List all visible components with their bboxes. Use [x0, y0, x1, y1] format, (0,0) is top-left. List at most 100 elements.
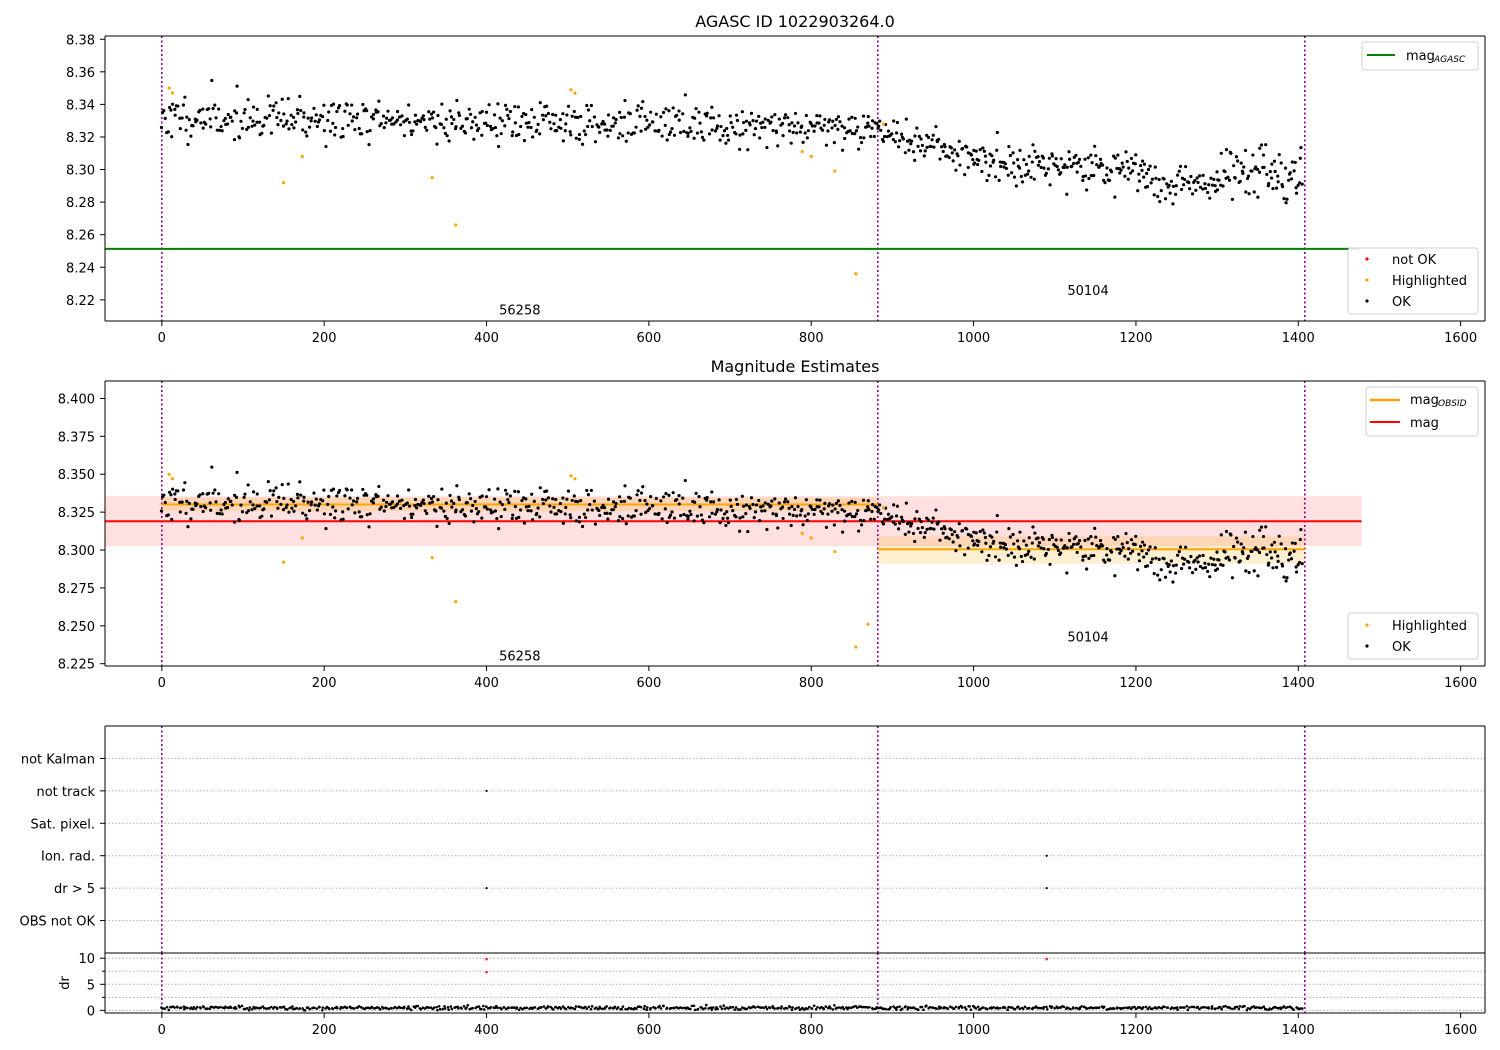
x-tick-label: 600 — [636, 676, 661, 691]
ok-point — [667, 109, 671, 113]
dr-point — [727, 1007, 730, 1010]
dr-point — [807, 1005, 811, 1009]
ok-point — [538, 515, 542, 519]
ok-point — [699, 130, 703, 134]
ok-point — [961, 146, 965, 151]
ok-point — [1036, 536, 1040, 540]
ok-point — [390, 500, 395, 504]
dr-point — [590, 1005, 594, 1008]
ok-point — [436, 498, 440, 502]
ok-point — [1272, 159, 1277, 163]
ok-point — [1236, 540, 1240, 544]
ok-point — [281, 124, 286, 128]
ok-point — [957, 139, 961, 143]
dr-point — [627, 1006, 631, 1010]
ok-point — [1006, 173, 1010, 177]
ok-point — [277, 111, 281, 115]
ok-point — [824, 525, 829, 529]
ok-point — [1004, 166, 1009, 171]
dr-point — [269, 1005, 273, 1009]
ok-point — [455, 98, 459, 103]
ok-point — [513, 504, 517, 509]
ok-point — [343, 109, 347, 113]
ok-point — [763, 125, 767, 129]
ok-point — [930, 138, 934, 142]
plot-area — [105, 78, 1360, 276]
ok-point — [639, 129, 643, 133]
dr-point — [540, 1006, 543, 1009]
dr-point — [179, 1006, 183, 1010]
ok-point — [677, 109, 681, 113]
ok-point — [1142, 555, 1146, 559]
highlighted-point — [430, 556, 434, 560]
dr-point — [765, 1007, 769, 1011]
ok-point — [1257, 170, 1262, 174]
ok-point — [368, 129, 372, 133]
ok-point — [442, 126, 446, 130]
ok-point — [731, 125, 735, 129]
dr-point — [519, 1006, 522, 1010]
ok-point — [969, 534, 974, 539]
ok-point — [748, 123, 752, 127]
ok-point — [1168, 570, 1172, 574]
ok-point — [982, 531, 986, 535]
ok-point — [709, 116, 713, 120]
ok-point — [1178, 545, 1183, 549]
ok-point — [460, 124, 465, 128]
ok-point — [251, 503, 255, 507]
ok-point — [686, 517, 690, 521]
ok-point — [1137, 552, 1141, 556]
legend-label: OK — [1392, 640, 1411, 655]
dr-point — [1013, 1007, 1017, 1011]
dr-point — [378, 1007, 382, 1011]
dr-point — [812, 1004, 816, 1008]
ok-point — [681, 112, 685, 116]
ok-point — [875, 122, 879, 126]
ok-point — [729, 504, 733, 508]
ok-point — [1198, 185, 1203, 189]
dr-point — [1286, 1005, 1289, 1009]
ok-point — [757, 498, 761, 503]
ok-point — [282, 496, 286, 500]
ok-point — [726, 138, 731, 142]
ok-point — [173, 107, 177, 111]
dr-point — [438, 1007, 442, 1011]
ok-point — [931, 516, 935, 520]
ok-point — [215, 511, 219, 515]
ok-point — [882, 134, 887, 139]
ok-point — [341, 517, 345, 521]
ok-point — [953, 530, 957, 534]
ok-point — [877, 124, 881, 128]
ok-point — [180, 116, 184, 120]
ok-point — [220, 512, 224, 516]
ok-point — [474, 507, 479, 511]
ok-point — [333, 516, 337, 520]
flag-point — [1045, 854, 1048, 857]
ok-point — [1239, 542, 1243, 546]
dr-point — [624, 1007, 627, 1011]
ok-point — [1012, 175, 1017, 179]
ok-point — [832, 141, 836, 145]
ok-point — [938, 538, 942, 542]
ok-point — [953, 148, 957, 152]
ok-point — [711, 116, 716, 120]
dr-point — [630, 1007, 633, 1010]
ok-point — [1203, 186, 1208, 191]
ok-point — [621, 134, 625, 138]
dr-point — [974, 1007, 978, 1010]
ok-point — [1289, 177, 1294, 181]
ok-point — [511, 513, 515, 517]
ok-point — [605, 511, 609, 515]
ok-point — [498, 500, 502, 504]
ok-point — [795, 131, 799, 135]
ok-point — [903, 532, 907, 536]
ok-point — [499, 132, 503, 136]
ok-point — [1257, 550, 1262, 555]
ok-point — [232, 520, 237, 524]
ok-point — [1290, 160, 1294, 164]
ok-point — [284, 506, 288, 510]
ok-point — [1129, 171, 1133, 175]
ok-point — [335, 494, 339, 498]
dr-point — [1270, 1007, 1273, 1011]
ok-point — [611, 124, 615, 128]
